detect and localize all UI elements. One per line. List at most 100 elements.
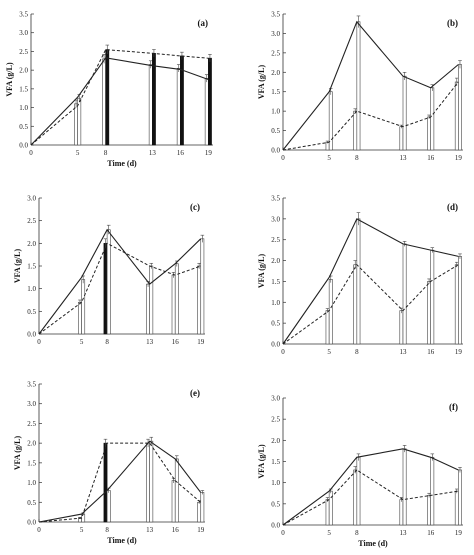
bar bbox=[325, 499, 330, 526]
bar bbox=[402, 448, 407, 526]
bar bbox=[430, 456, 435, 526]
dashed-series-line bbox=[38, 442, 202, 523]
x-tick-label: 0 bbox=[281, 348, 285, 356]
y-tick-label: 2.0 bbox=[271, 257, 280, 265]
bar bbox=[171, 274, 176, 335]
y-tick-label: 0.5 bbox=[27, 499, 36, 507]
x-tick-label: 8 bbox=[104, 149, 108, 157]
solid-series-line bbox=[282, 218, 459, 345]
y-tick-label: 1.0 bbox=[271, 479, 280, 487]
bar bbox=[427, 116, 431, 151]
y-tick-label: 0.0 bbox=[271, 147, 280, 155]
y-tick-label: 0.0 bbox=[27, 331, 36, 339]
x-tick-label: 16 bbox=[172, 526, 180, 534]
x-tick-label: 5 bbox=[80, 338, 84, 346]
bar bbox=[402, 75, 407, 151]
x-axis-title: Time (d) bbox=[107, 536, 137, 545]
x-tick-label: 19 bbox=[455, 529, 463, 537]
x-tick-label: 0 bbox=[37, 338, 41, 346]
y-tick-label: 0.0 bbox=[271, 522, 280, 530]
bar bbox=[78, 301, 82, 335]
bar bbox=[427, 281, 431, 345]
bar bbox=[103, 442, 108, 523]
bar bbox=[454, 490, 459, 526]
y-tick-label: 3.0 bbox=[19, 29, 28, 37]
x-tick-label: 0 bbox=[281, 529, 285, 537]
bar bbox=[103, 243, 108, 335]
x-tick-label: 19 bbox=[197, 526, 205, 534]
x-tick-label: 5 bbox=[76, 149, 80, 157]
bar bbox=[197, 265, 202, 335]
bar bbox=[328, 279, 333, 345]
y-tick-label: 0.0 bbox=[19, 142, 28, 150]
x-tick-label: 5 bbox=[327, 348, 331, 356]
x-tick-label: 8 bbox=[355, 529, 359, 537]
x-tick-label: 13 bbox=[400, 154, 408, 162]
y-tick-label: 0.5 bbox=[27, 308, 36, 316]
x-tick-label: 19 bbox=[455, 154, 463, 162]
chart-panel-5: 0.0 0.5 1.0 1.5 2.0 2.5 3.0 3.5 0 5 8 13 16 19 VFA (g/… bbox=[13, 381, 205, 545]
x-axis-title: Time (d) bbox=[358, 539, 388, 548]
chart-panel-4: 0.0 0.5 1.0 1.5 2.0 2.5 3.0 3.5 0 5 8 13 16 19 VFA (g/… bbox=[257, 195, 463, 356]
x-tick-label: 8 bbox=[105, 338, 109, 346]
panel-label: (e) bbox=[190, 388, 200, 398]
y-tick-label: 1.5 bbox=[19, 85, 28, 93]
y-tick-label: 2.0 bbox=[27, 240, 36, 248]
bar bbox=[353, 264, 358, 345]
x-tick-label: 8 bbox=[355, 154, 359, 162]
y-axis-title: VFA (g/L) bbox=[257, 65, 266, 100]
y-tick-label: 1.0 bbox=[27, 479, 36, 487]
y-tick-label: 3.5 bbox=[271, 11, 280, 19]
bar bbox=[430, 87, 435, 151]
chart-panel-6: 0.0 0.5 1.0 1.5 2.0 2.5 3.0 0 5 8 13 16 19 VFA (g/L) T… bbox=[257, 395, 463, 548]
y-tick-label: 2.5 bbox=[271, 236, 280, 244]
y-tick-label: 3.5 bbox=[27, 381, 36, 389]
x-tick-label: 16 bbox=[177, 149, 185, 157]
bar bbox=[427, 495, 431, 526]
y-tick-label: 1.5 bbox=[27, 459, 36, 467]
bar bbox=[204, 78, 209, 146]
bar bbox=[200, 492, 205, 523]
bar bbox=[146, 283, 150, 335]
y-tick-label: 3.0 bbox=[271, 395, 280, 403]
bar bbox=[353, 469, 358, 526]
bar bbox=[454, 264, 459, 345]
x-axis-title: Time (d) bbox=[107, 159, 137, 168]
panel-label: (a) bbox=[198, 18, 209, 28]
bar bbox=[399, 126, 404, 151]
y-tick-label: 3.0 bbox=[271, 215, 280, 223]
y-tick-label: 0.0 bbox=[271, 341, 280, 349]
y-tick-label: 3.5 bbox=[271, 195, 280, 203]
y-tick-label: 2.5 bbox=[271, 416, 280, 424]
bar bbox=[356, 21, 361, 151]
x-tick-label: 16 bbox=[427, 348, 435, 356]
bar bbox=[146, 442, 150, 523]
y-tick-label: 1.0 bbox=[271, 108, 280, 116]
x-tick-label: 5 bbox=[80, 526, 84, 534]
y-tick-label: 1.0 bbox=[271, 299, 280, 307]
y-tick-label: 3.0 bbox=[27, 195, 36, 203]
y-tick-label: 2.0 bbox=[271, 437, 280, 445]
y-tick-label: 3.0 bbox=[27, 400, 36, 408]
panel-label: (b) bbox=[447, 18, 458, 28]
x-tick-label: 0 bbox=[281, 154, 285, 162]
x-tick-label: 16 bbox=[427, 154, 435, 162]
y-tick-label: 2.0 bbox=[271, 69, 280, 77]
x-tick-label: 19 bbox=[455, 348, 463, 356]
y-tick-label: 3.0 bbox=[271, 30, 280, 38]
bar bbox=[454, 81, 459, 151]
y-tick-label: 2.5 bbox=[19, 48, 28, 56]
bar bbox=[399, 310, 404, 345]
bar bbox=[171, 480, 176, 523]
dashed-series-line bbox=[38, 242, 201, 335]
panel-label: (c) bbox=[190, 202, 200, 212]
bar bbox=[81, 279, 86, 335]
bar bbox=[174, 458, 179, 523]
y-tick-label: 2.0 bbox=[19, 67, 28, 75]
dashed-series-line bbox=[30, 49, 209, 146]
y-tick-label: 1.5 bbox=[27, 263, 36, 271]
chart-panel-1: 0.0 0.5 1.0 1.5 2.0 2.5 3.0 3.5 0 5 8 13 16 19 VFA (g/… bbox=[5, 11, 213, 168]
x-tick-label: 13 bbox=[400, 529, 408, 537]
